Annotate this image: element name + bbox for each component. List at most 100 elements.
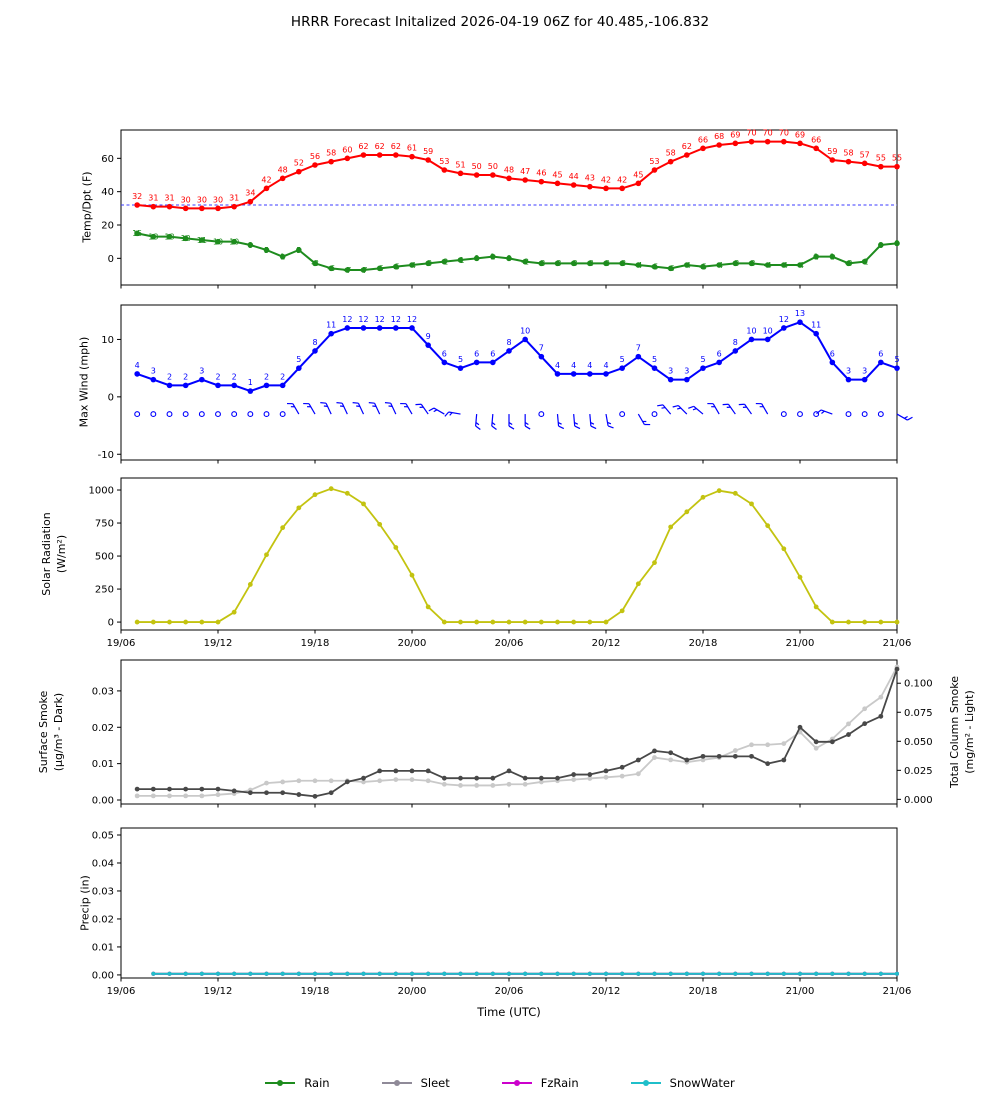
- svg-text:8: 8: [878, 241, 883, 250]
- svg-text:0.01: 0.01: [92, 942, 114, 953]
- svg-text:62: 62: [391, 142, 401, 151]
- snowwater-dot-icon: [642, 1080, 649, 1086]
- svg-text:12: 12: [779, 315, 789, 324]
- svg-text:5: 5: [700, 355, 705, 364]
- svg-text:12: 12: [358, 315, 368, 324]
- svg-text:11: 11: [811, 321, 821, 330]
- svg-text:19/18: 19/18: [301, 986, 330, 997]
- svg-text:4: 4: [603, 361, 608, 370]
- svg-text:20/12: 20/12: [592, 986, 621, 997]
- svg-text:1: 1: [814, 252, 819, 261]
- svg-text:4: 4: [571, 361, 576, 370]
- svg-text:5: 5: [264, 246, 269, 255]
- svg-text:52: 52: [294, 159, 304, 168]
- svg-text:21/06: 21/06: [883, 638, 912, 649]
- svg-text:6: 6: [717, 349, 722, 358]
- svg-text:20/00: 20/00: [398, 638, 427, 649]
- svg-text:44: 44: [569, 172, 579, 181]
- svg-text:20/12: 20/12: [592, 638, 621, 649]
- sleet-line-swatch: [381, 1080, 412, 1086]
- svg-text:0.00: 0.00: [92, 796, 114, 807]
- svg-text:20/18: 20/18: [689, 986, 718, 997]
- svg-text:0.050: 0.050: [904, 737, 933, 748]
- svg-text:19/06: 19/06: [107, 638, 136, 649]
- svg-text:70: 70: [763, 129, 773, 138]
- svg-text:32: 32: [132, 192, 142, 201]
- svg-text:66: 66: [811, 135, 821, 144]
- ylabel-smoke-right: Total Column Smoke (mg/m² - Light): [948, 676, 976, 788]
- svg-text:-7: -7: [360, 266, 368, 275]
- panel-smoke: 0.00 0.01 0.02 0.03 0.000 0.025 0.050 0.075 0.10…: [92, 659, 933, 808]
- svg-text:57: 57: [860, 150, 870, 159]
- svg-text:6: 6: [490, 349, 495, 358]
- svg-text:-2: -2: [521, 257, 529, 266]
- svg-text:12: 12: [407, 315, 417, 324]
- svg-text:20/06: 20/06: [495, 638, 524, 649]
- svg-text:34: 34: [245, 189, 255, 198]
- svg-text:58: 58: [843, 149, 853, 158]
- legend-label-rain: Rain: [304, 1076, 330, 1090]
- svg-text:30: 30: [213, 195, 223, 204]
- svg-text:6: 6: [474, 349, 479, 358]
- svg-text:10: 10: [763, 326, 773, 335]
- svg-text:15: 15: [132, 229, 142, 238]
- svg-text:10: 10: [229, 237, 239, 246]
- svg-text:4: 4: [555, 361, 560, 370]
- svg-text:-3: -3: [731, 259, 739, 268]
- svg-text:21/00: 21/00: [786, 986, 815, 997]
- svg-text:8: 8: [733, 338, 738, 347]
- legend-item-fzrain: FzRain: [501, 1076, 579, 1090]
- fzrain-dot-icon: [513, 1080, 520, 1086]
- svg-text:500: 500: [95, 552, 114, 563]
- legend-item-rain: Rain: [265, 1076, 330, 1090]
- legend-item-sleet: Sleet: [381, 1076, 450, 1090]
- svg-text:-5: -5: [392, 262, 400, 271]
- legend: Rain Sleet FzRain SnowWater: [0, 1076, 1000, 1090]
- ylabel-precip: Precip (in): [78, 875, 92, 931]
- svg-text:0.01: 0.01: [92, 759, 114, 770]
- svg-text:46: 46: [536, 169, 546, 178]
- svg-text:20/18: 20/18: [689, 638, 718, 649]
- svg-text:21/00: 21/00: [786, 638, 815, 649]
- ylabel-wind: Max Wind (mph): [77, 336, 91, 428]
- sleet-dot-icon: [393, 1080, 400, 1086]
- svg-text:13: 13: [795, 309, 805, 318]
- ylabel-solar: Solar Radiation (W/m²): [40, 512, 68, 596]
- svg-text:0: 0: [108, 254, 114, 265]
- svg-text:11: 11: [326, 321, 336, 330]
- svg-text:3: 3: [862, 367, 867, 376]
- legend-label-snowwater: SnowWater: [669, 1076, 735, 1090]
- svg-text:-2: -2: [440, 257, 448, 266]
- svg-text:0.02: 0.02: [92, 914, 114, 925]
- svg-text:6: 6: [878, 349, 883, 358]
- svg-text:62: 62: [682, 142, 692, 151]
- svg-text:19/12: 19/12: [204, 986, 233, 997]
- svg-text:3: 3: [199, 367, 204, 376]
- svg-text:-4: -4: [634, 261, 642, 270]
- svg-text:1: 1: [830, 252, 835, 261]
- svg-text:3: 3: [668, 367, 673, 376]
- svg-text:9: 9: [426, 332, 431, 341]
- svg-text:5: 5: [620, 355, 625, 364]
- svg-text:50: 50: [488, 162, 498, 171]
- svg-text:-7: -7: [343, 266, 351, 275]
- svg-text:-10: -10: [98, 450, 114, 461]
- svg-text:0: 0: [108, 618, 114, 629]
- svg-text:1: 1: [490, 252, 495, 261]
- svg-text:2: 2: [280, 372, 285, 381]
- svg-text:-3: -3: [554, 259, 562, 268]
- svg-text:-4: -4: [408, 261, 416, 270]
- legend-item-snowwater: SnowWater: [630, 1076, 735, 1090]
- svg-text:10: 10: [101, 335, 114, 346]
- svg-text:-4: -4: [764, 261, 772, 270]
- svg-text:19/18: 19/18: [301, 638, 330, 649]
- svg-text:0.000: 0.000: [904, 795, 933, 806]
- svg-text:-3: -3: [311, 259, 319, 268]
- svg-text:0: 0: [474, 254, 479, 263]
- svg-text:2: 2: [183, 372, 188, 381]
- svg-text:0.075: 0.075: [904, 708, 933, 719]
- svg-text:62: 62: [375, 142, 385, 151]
- svg-text:31: 31: [164, 194, 174, 203]
- svg-text:8: 8: [248, 241, 253, 250]
- svg-text:51: 51: [455, 160, 465, 169]
